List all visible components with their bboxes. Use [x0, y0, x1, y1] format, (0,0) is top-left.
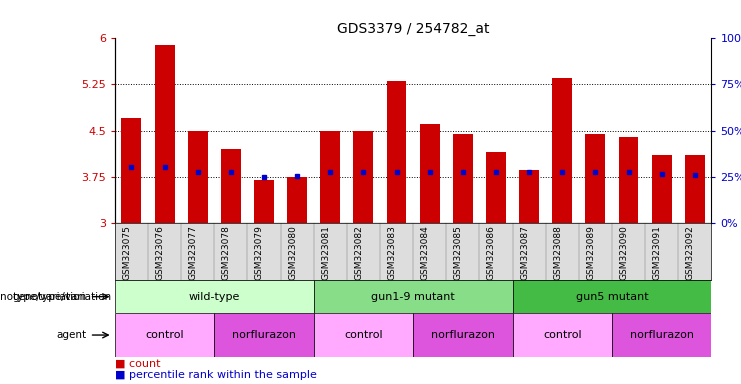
Text: GSM323076: GSM323076	[156, 226, 165, 280]
Bar	[313, 313, 413, 357]
Text: GSM323090: GSM323090	[619, 226, 628, 280]
Text: GSM323088: GSM323088	[554, 226, 562, 280]
Bar	[387, 81, 407, 223]
Text: GSM323086: GSM323086	[487, 226, 496, 280]
Bar	[320, 131, 340, 223]
Bar	[651, 155, 671, 223]
Text: genotype/variation: genotype/variation	[0, 291, 86, 302]
Bar	[513, 280, 711, 313]
Bar	[155, 45, 175, 223]
Text: ■ count: ■ count	[115, 359, 160, 369]
Text: control: control	[145, 330, 184, 340]
Title: GDS3379 / 254782_at: GDS3379 / 254782_at	[337, 22, 489, 36]
Text: GSM323077: GSM323077	[189, 226, 198, 280]
Bar	[115, 313, 214, 357]
Bar	[115, 280, 313, 313]
Text: gun5 mutant: gun5 mutant	[576, 291, 648, 302]
Bar	[313, 280, 513, 313]
Text: gun1-9 mutant: gun1-9 mutant	[371, 291, 455, 302]
Text: control: control	[543, 330, 582, 340]
Text: GSM323087: GSM323087	[520, 226, 529, 280]
Bar	[353, 131, 373, 223]
Bar	[519, 170, 539, 223]
Text: norflurazon: norflurazon	[431, 330, 495, 340]
Text: GSM323084: GSM323084	[421, 226, 430, 280]
Bar	[254, 180, 274, 223]
Text: GSM323081: GSM323081	[322, 226, 330, 280]
Text: GSM323085: GSM323085	[453, 226, 463, 280]
Text: ■ percentile rank within the sample: ■ percentile rank within the sample	[115, 370, 316, 380]
Bar	[214, 313, 313, 357]
Text: agent: agent	[56, 330, 86, 340]
Bar	[122, 118, 142, 223]
Text: genotype/variation: genotype/variation	[12, 291, 111, 302]
Bar	[288, 177, 307, 223]
Text: norflurazon: norflurazon	[232, 330, 296, 340]
Text: wild-type: wild-type	[189, 291, 240, 302]
Bar	[413, 313, 513, 357]
Bar	[552, 78, 572, 223]
Bar	[513, 313, 612, 357]
Text: GSM323092: GSM323092	[685, 226, 695, 280]
Text: GSM323089: GSM323089	[586, 226, 595, 280]
Text: GSM323080: GSM323080	[288, 226, 297, 280]
Text: GSM323078: GSM323078	[222, 226, 231, 280]
Text: GSM323082: GSM323082	[354, 226, 363, 280]
Bar	[486, 152, 506, 223]
Bar	[187, 131, 207, 223]
Text: GSM323079: GSM323079	[255, 226, 264, 280]
Text: control: control	[344, 330, 382, 340]
Bar	[619, 137, 639, 223]
Text: GSM323091: GSM323091	[653, 226, 662, 280]
Bar	[585, 134, 605, 223]
Bar	[221, 149, 241, 223]
Bar	[612, 313, 711, 357]
Bar	[453, 134, 473, 223]
Text: GSM323083: GSM323083	[388, 226, 396, 280]
Text: GSM323075: GSM323075	[122, 226, 131, 280]
Bar	[419, 124, 439, 223]
Bar	[685, 155, 705, 223]
Text: norflurazon: norflurazon	[630, 330, 694, 340]
